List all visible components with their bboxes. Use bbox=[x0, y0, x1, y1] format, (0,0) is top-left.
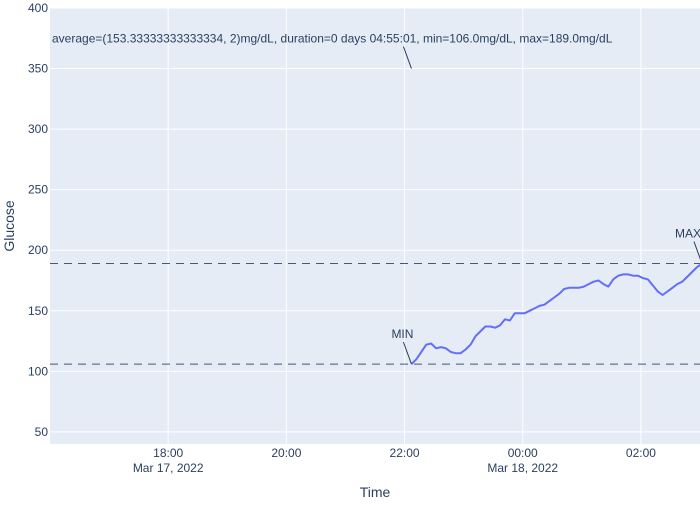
annotation-layer: average=(153.33333333333334, 2)mg/dL, du… bbox=[52, 32, 700, 365]
x-tick-date-label: Mar 17, 2022 bbox=[133, 461, 204, 475]
series-layer bbox=[410, 263, 700, 365]
y-tick-label: 300 bbox=[28, 122, 48, 136]
x-tick-label: 00:00 bbox=[508, 446, 538, 460]
y-tick-label: 50 bbox=[35, 425, 49, 439]
x-tick-label: 22:00 bbox=[390, 446, 420, 460]
annotation-max: MAX bbox=[675, 227, 700, 241]
y-tick-label: 100 bbox=[28, 364, 48, 378]
annotation-arrow-max bbox=[693, 241, 700, 260]
x-axis-title: Time bbox=[360, 484, 391, 500]
annotation-arrow-min bbox=[402, 341, 412, 365]
x-tick-date-label: Mar 18, 2022 bbox=[487, 461, 558, 475]
y-tick-label: 400 bbox=[28, 1, 48, 15]
grid-layer bbox=[50, 7, 700, 444]
glucose-line bbox=[410, 263, 700, 365]
y-axis-title: Glucose bbox=[1, 200, 17, 252]
reference-lines bbox=[50, 263, 700, 365]
x-tick-label: 18:00 bbox=[153, 446, 183, 460]
x-tick-label: 20:00 bbox=[271, 446, 301, 460]
plot-background bbox=[50, 8, 700, 444]
y-tick-label: 150 bbox=[28, 304, 48, 318]
annotation-summary: average=(153.33333333333334, 2)mg/dL, du… bbox=[52, 32, 613, 46]
y-tick-label: 250 bbox=[28, 183, 48, 197]
annotation-min: MIN bbox=[391, 327, 413, 341]
y-tick-label: 200 bbox=[28, 243, 48, 257]
y-tick-label: 350 bbox=[28, 62, 48, 76]
x-tick-label: 02:00 bbox=[626, 446, 656, 460]
annotation-arrow-summary bbox=[402, 46, 412, 69]
